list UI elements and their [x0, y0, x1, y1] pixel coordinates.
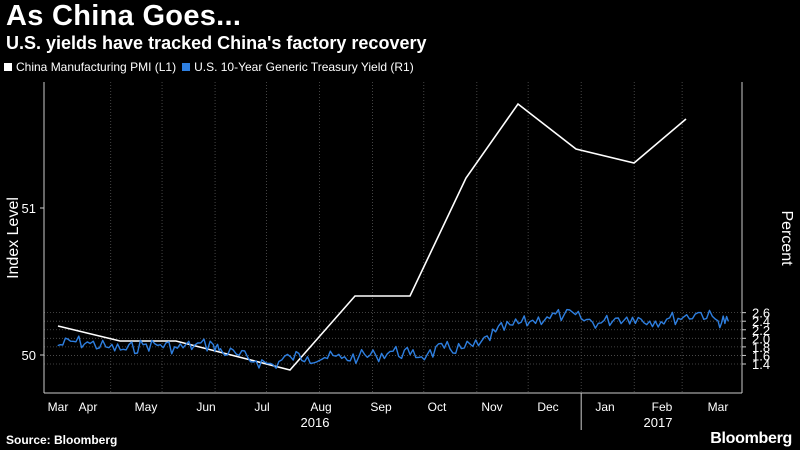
month-label: Jun	[196, 400, 215, 414]
right-tick-label: 2.0	[752, 331, 770, 346]
right-tick-label: 2.4	[752, 314, 770, 329]
legend-label-pmi: China Manufacturing PMI (L1)	[16, 60, 177, 74]
right-tick-label: 2.6	[752, 306, 770, 321]
left-tick-label: 51	[22, 201, 36, 216]
month-label: Nov	[481, 400, 502, 414]
month-label: Apr	[79, 400, 98, 414]
source-note: Source: Bloomberg	[6, 433, 118, 447]
series-yield-line	[57, 308, 729, 369]
right-tick-label: 1.4	[752, 357, 770, 372]
legend-item-yield: U.S. 10-Year Generic Treasury Yield (R1)	[182, 60, 414, 74]
month-label: Aug	[310, 400, 331, 414]
month-label: Feb	[652, 400, 673, 414]
right-tick-label: 1.8	[752, 340, 770, 355]
chart-title: As China Goes...	[6, 0, 242, 32]
year-label-2017: 2017	[644, 415, 673, 430]
left-tick-label: 50	[22, 348, 36, 363]
left-axis-label: Index Level	[5, 197, 22, 279]
legend: China Manufacturing PMI (L1) U.S. 10-Yea…	[4, 60, 420, 74]
legend-label-yield: U.S. 10-Year Generic Treasury Yield (R1)	[194, 60, 414, 74]
month-label: May	[135, 400, 158, 414]
month-label: Jan	[595, 400, 614, 414]
series-pmi-line	[57, 102, 687, 371]
bloomberg-logo: Bloomberg	[710, 430, 792, 447]
month-label: Mar	[708, 400, 729, 414]
month-label: Mar	[48, 400, 69, 414]
right-tick-label: 1.6	[752, 348, 770, 363]
month-label: Dec	[537, 400, 558, 414]
month-label: Oct	[428, 400, 447, 414]
legend-item-pmi: China Manufacturing PMI (L1)	[4, 60, 176, 74]
right-axis-label: Percent	[778, 210, 795, 266]
month-label: Jul	[254, 400, 269, 414]
month-label: Sep	[370, 400, 392, 414]
chart-subtitle: U.S. yields have tracked China's factory…	[6, 33, 427, 53]
year-label-2016: 2016	[301, 415, 330, 430]
right-tick-label: 2.2	[752, 323, 770, 338]
legend-swatch-pmi	[4, 63, 12, 71]
legend-swatch-yield	[182, 63, 191, 71]
